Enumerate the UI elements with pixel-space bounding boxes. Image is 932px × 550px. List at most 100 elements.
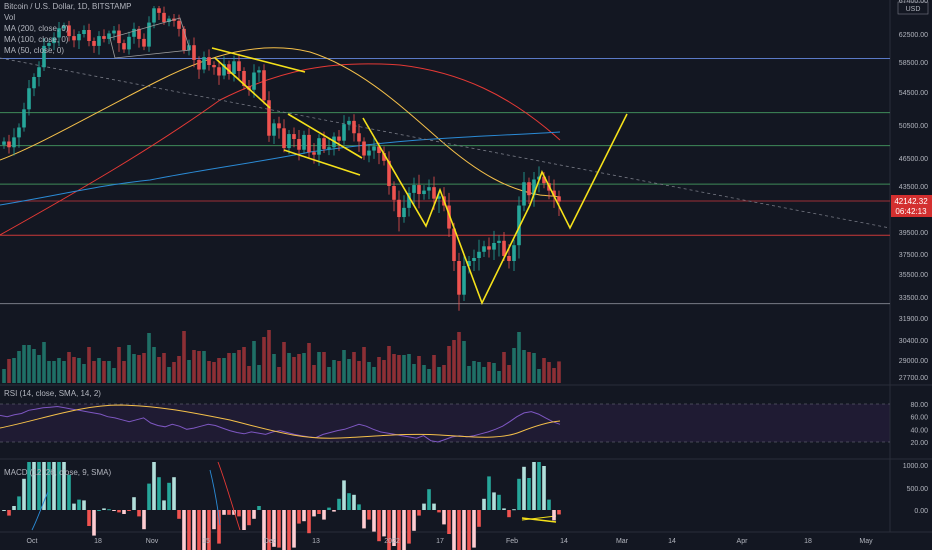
volume-bar [92, 361, 96, 383]
volume-bar [142, 353, 146, 383]
volume-bar [107, 361, 111, 383]
volume-bar [492, 363, 496, 383]
volume-bar [172, 362, 176, 383]
candle-body [37, 67, 41, 77]
candle-body [87, 30, 91, 41]
candle-body [242, 71, 246, 86]
macd-histogram-bar [517, 478, 521, 510]
candle-body [102, 36, 106, 39]
macd-histogram-bar [342, 480, 346, 510]
candle-body [152, 8, 156, 23]
macd-histogram-bar [467, 510, 471, 550]
macd-histogram-bar [207, 510, 211, 550]
candle-body [377, 146, 381, 154]
candle-body [207, 57, 211, 65]
candle-body [202, 57, 206, 70]
volume-bar [392, 354, 396, 383]
macd-histogram-bar [132, 497, 136, 510]
candle-body [127, 36, 131, 50]
macd-histogram-bar [267, 510, 271, 550]
volume-bar [412, 364, 416, 383]
macd-histogram-bar [372, 510, 376, 532]
candle-body [342, 124, 346, 141]
volume-bar [82, 364, 86, 383]
volume-bar [47, 361, 51, 383]
macd-histogram-bar [197, 510, 201, 550]
macd-histogram-bar [257, 506, 261, 510]
volume-bar [437, 367, 441, 383]
legend-vol: Vol [4, 13, 16, 22]
macd-histogram-bar [272, 510, 276, 547]
volume-bar [482, 367, 486, 383]
macd-legend: MACD (12, 26, close, 9, SMA) [4, 468, 112, 477]
volume-bar [292, 357, 296, 383]
time-tick-label: Nov [146, 538, 159, 545]
rsi-axis: 80.00 60.00 40.00 20.00 [910, 402, 928, 447]
candle-body [482, 246, 486, 252]
candle-body [222, 64, 226, 76]
candle-body [292, 134, 296, 140]
candle-body [322, 138, 326, 149]
volume-bar [507, 365, 511, 383]
candle-body [522, 182, 526, 206]
volume-bar [557, 361, 561, 383]
macd-histogram-bar [72, 503, 76, 510]
candle-body [27, 88, 31, 110]
volume-bar [322, 352, 326, 383]
volume-bar [427, 369, 431, 383]
price-tick-label: 46500.00 [899, 156, 928, 163]
candle-body [142, 38, 146, 47]
macd-histogram-bar [322, 510, 326, 520]
rsi-sma-line [0, 404, 561, 439]
volume-bar [147, 333, 151, 383]
candle-body [62, 25, 66, 29]
macd-histogram-bar [332, 510, 336, 512]
volume-bar [207, 361, 211, 383]
volume-bar [52, 361, 56, 383]
macd-histogram-bar [277, 510, 281, 548]
volume-bar [312, 365, 316, 383]
macd-histogram-bar [7, 510, 11, 516]
price-tick-label: 35500.00 [899, 272, 928, 279]
candle-body [42, 45, 46, 68]
volume-bar [342, 350, 346, 383]
candle-body [532, 179, 536, 196]
price-tick-label: 54500.00 [899, 90, 928, 97]
macd-histogram-bar [292, 510, 296, 548]
volume-bar [452, 340, 456, 383]
candle-body [212, 65, 216, 68]
macd-histogram-bar [432, 503, 436, 510]
volume-bar [62, 361, 66, 383]
rsi-band [0, 404, 890, 442]
volume-bar [57, 358, 61, 383]
volume-bar [442, 365, 446, 383]
candle-body [372, 146, 376, 151]
price-tick-label: 43500.00 [899, 184, 928, 191]
candle-body [277, 123, 281, 129]
legend-ma-200: MA (200, close, 0) [4, 24, 69, 33]
volume-bar [32, 349, 36, 383]
rsi-series [0, 403, 890, 443]
volume-bar [367, 362, 371, 383]
macd-histogram-bar [487, 476, 491, 510]
volume-bar [372, 367, 376, 383]
macd-histogram-bar [327, 507, 331, 510]
volume-bar [202, 351, 206, 383]
candle-body [47, 43, 51, 46]
volume-bar [177, 356, 181, 383]
time-axis: Oct 18 Nov 15 Dec 13 2022 17 Feb 14 Mar 14 Apr 18 May [27, 538, 874, 545]
macd-histogram-bar [337, 498, 341, 510]
time-tick-label: 18 [804, 538, 812, 545]
rsi-legend: RSI (14, close, SMA, 14, 2) [4, 389, 101, 398]
trendline-dashed [0, 57, 891, 229]
volume-bar [112, 368, 116, 383]
macd-histogram-bar [367, 510, 371, 520]
candle-body [432, 187, 436, 199]
macd-histogram-bar [167, 482, 171, 510]
macd-line [217, 461, 241, 531]
macd-histogram-bar [532, 462, 536, 510]
macd-histogram-bar [87, 510, 91, 526]
candle-body [22, 109, 26, 128]
projected-w-path [362, 113, 628, 306]
candle-body [52, 37, 56, 44]
